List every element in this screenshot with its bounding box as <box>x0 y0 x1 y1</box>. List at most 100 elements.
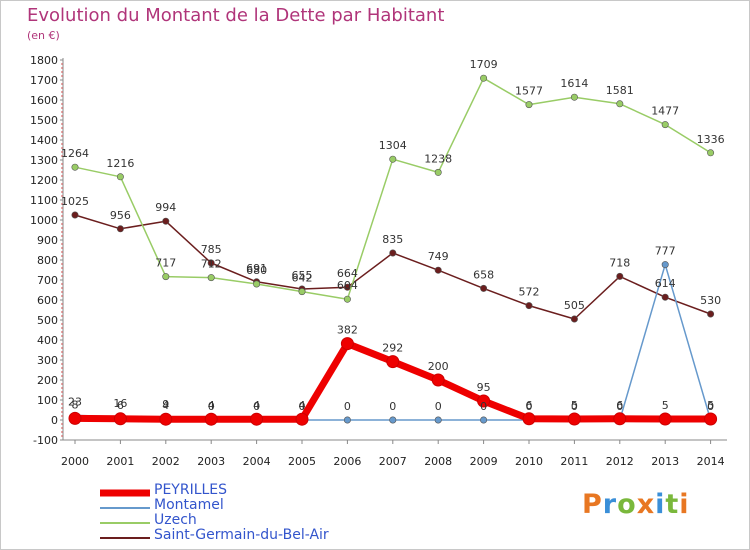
data-label: 777 <box>655 245 676 258</box>
x-tick-label: 2012 <box>606 455 634 468</box>
data-label: 0 <box>389 400 396 413</box>
data-point <box>250 412 264 426</box>
data-point <box>207 274 215 282</box>
data-label: 0 <box>480 400 487 413</box>
data-label: 718 <box>609 256 630 269</box>
data-label: 4 <box>208 399 215 412</box>
data-label: 1238 <box>424 152 452 165</box>
data-label: 6 <box>526 399 533 412</box>
y-tick-label: 0 <box>51 414 58 427</box>
y-tick-label: 100 <box>37 394 58 407</box>
x-tick-label: 2004 <box>243 455 271 468</box>
x-tick-label: 2000 <box>61 455 89 468</box>
data-label: 9 <box>162 398 169 411</box>
data-label: 530 <box>700 294 721 307</box>
data-label: 658 <box>473 268 494 281</box>
data-point <box>570 315 578 323</box>
y-tick-label: 800 <box>37 254 58 267</box>
data-point <box>389 249 397 257</box>
data-point <box>616 100 624 108</box>
data-label: 0 <box>707 400 714 413</box>
data-label: 712 <box>201 258 222 271</box>
x-tick-label: 2014 <box>697 455 725 468</box>
data-point <box>389 416 397 424</box>
data-point <box>613 412 627 426</box>
y-tick-label: 1300 <box>30 154 58 167</box>
data-label: 200 <box>428 360 449 373</box>
data-label: 0 <box>299 400 306 413</box>
data-label: 1025 <box>61 195 89 208</box>
data-point <box>616 272 624 280</box>
data-point <box>204 412 218 426</box>
x-tick-label: 2005 <box>288 455 316 468</box>
data-label: 292 <box>382 342 403 355</box>
data-point <box>704 412 718 426</box>
data-label: 0 <box>253 400 260 413</box>
data-label: 835 <box>382 233 403 246</box>
data-label: 5 <box>707 399 714 412</box>
data-point <box>661 121 669 129</box>
y-tick-label: -100 <box>33 434 58 447</box>
y-tick-label: 1500 <box>30 114 58 127</box>
data-label: 505 <box>564 299 585 312</box>
data-point <box>434 266 442 274</box>
y-tick-label: 1100 <box>30 194 58 207</box>
data-label: 0 <box>435 400 442 413</box>
data-point <box>570 93 578 101</box>
data-label: 1581 <box>606 84 634 97</box>
y-tick-label: 400 <box>37 334 58 347</box>
x-tick-label: 2006 <box>333 455 361 468</box>
x-tick-label: 2011 <box>560 455 588 468</box>
data-label: 1477 <box>651 105 679 118</box>
data-label: 4 <box>253 399 260 412</box>
data-point <box>162 217 170 225</box>
data-label: 785 <box>201 243 222 256</box>
legend-label: PEYRILLES <box>154 482 228 498</box>
legend-label: Saint-Germain-du-Bel-Air <box>154 527 329 543</box>
y-tick-label: 300 <box>37 354 58 367</box>
data-label: 956 <box>110 209 131 222</box>
data-label: 1304 <box>379 139 407 152</box>
data-point <box>707 149 715 157</box>
data-label: 717 <box>155 257 176 270</box>
data-label: 994 <box>155 201 176 214</box>
data-label: 382 <box>337 324 358 337</box>
data-point <box>480 284 488 292</box>
x-tick-label: 2001 <box>106 455 134 468</box>
x-tick-label: 2008 <box>424 455 452 468</box>
data-label: 1336 <box>697 133 725 146</box>
data-point <box>522 412 536 426</box>
data-point <box>207 259 215 267</box>
data-point <box>159 412 173 426</box>
x-tick-label: 2009 <box>470 455 498 468</box>
legend-label: Montamel <box>154 497 224 513</box>
data-point <box>71 211 79 219</box>
data-point <box>340 337 354 351</box>
data-label: 4 <box>299 399 306 412</box>
data-point <box>298 288 306 296</box>
data-label: 95 <box>477 381 491 394</box>
y-tick-label: 600 <box>37 294 58 307</box>
data-label: 614 <box>655 277 676 290</box>
data-point <box>658 412 672 426</box>
data-point <box>477 394 491 408</box>
data-point <box>71 163 79 171</box>
data-label: 6 <box>616 399 623 412</box>
data-point <box>162 273 170 281</box>
data-point <box>116 173 124 181</box>
data-point <box>253 280 261 288</box>
data-point <box>567 412 581 426</box>
x-tick-label: 2002 <box>152 455 180 468</box>
data-label: 5 <box>571 399 578 412</box>
y-tick-label: 200 <box>37 374 58 387</box>
data-point <box>343 295 351 303</box>
y-tick-label: 1700 <box>30 74 58 87</box>
x-tick-label: 2007 <box>379 455 407 468</box>
data-label: 664 <box>337 267 358 280</box>
data-label: 0 <box>571 400 578 413</box>
data-label: 23 <box>68 395 82 408</box>
chart-unit: (en €) <box>27 29 60 42</box>
y-tick-label: 900 <box>37 234 58 247</box>
